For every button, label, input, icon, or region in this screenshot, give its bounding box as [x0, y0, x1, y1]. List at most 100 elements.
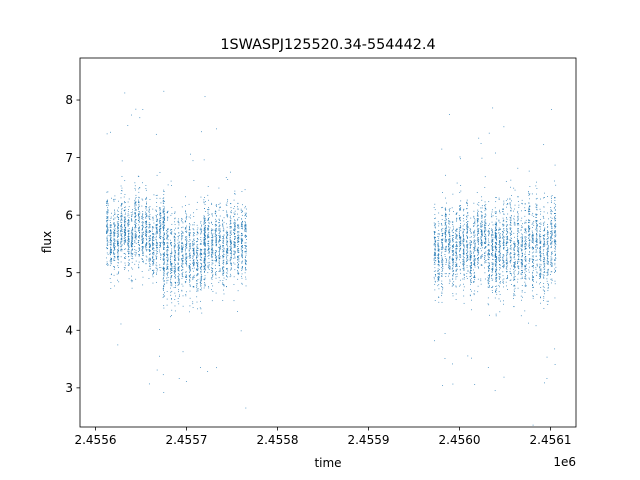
- data-point: [438, 278, 440, 280]
- data-point: [241, 223, 243, 225]
- data-point: [124, 264, 126, 266]
- data-point: [192, 250, 194, 252]
- data-point: [189, 268, 190, 269]
- data-point: [134, 199, 136, 201]
- data-point: [234, 193, 236, 195]
- data-point: [485, 240, 487, 242]
- data-point: [434, 254, 436, 256]
- data-point: [148, 232, 150, 233]
- data-point: [463, 262, 465, 264]
- data-point: [132, 228, 134, 230]
- data-point: [241, 277, 243, 279]
- data-point: [118, 243, 119, 244]
- data-point: [170, 228, 172, 230]
- data-point: [452, 245, 453, 246]
- data-point: [189, 243, 191, 245]
- data-point: [241, 266, 243, 268]
- data-point: [110, 224, 112, 226]
- data-point: [222, 273, 224, 275]
- data-point: [142, 222, 144, 224]
- data-point: [142, 251, 144, 253]
- data-point: [234, 222, 236, 224]
- data-point: [241, 273, 243, 275]
- data-point: [214, 229, 216, 231]
- data-point: [193, 233, 194, 235]
- data-point: [226, 226, 228, 228]
- data-point: [445, 273, 447, 275]
- data-point: [435, 275, 437, 277]
- data-point: [212, 251, 214, 253]
- data-point: [134, 213, 136, 215]
- data-point: [480, 283, 482, 285]
- data-point: [438, 249, 440, 251]
- data-point: [134, 237, 136, 238]
- data-point: [208, 226, 210, 228]
- data-point: [189, 266, 191, 268]
- data-point: [181, 247, 183, 249]
- data-point: [455, 261, 457, 263]
- data-point: [156, 242, 158, 244]
- data-point: [434, 267, 436, 269]
- data-point: [149, 266, 151, 267]
- data-point: [233, 230, 235, 231]
- data-point: [455, 255, 457, 257]
- data-point: [174, 252, 176, 254]
- data-point: [219, 255, 221, 257]
- data-point: [205, 201, 206, 203]
- data-point: [120, 211, 122, 213]
- data-point: [218, 252, 220, 254]
- data-point: [453, 211, 454, 212]
- data-point: [215, 250, 216, 252]
- data-point: [448, 218, 450, 219]
- data-point: [107, 265, 109, 266]
- data-point: [207, 262, 209, 264]
- data-point: [226, 286, 227, 288]
- data-point: [139, 212, 141, 214]
- data-point: [212, 260, 214, 262]
- data-point: [142, 252, 144, 254]
- data-point: [204, 277, 206, 279]
- data-point: [456, 228, 458, 230]
- data-point: [481, 230, 483, 232]
- data-point: [138, 264, 139, 266]
- data-point: [152, 241, 153, 243]
- data-point: [207, 249, 209, 251]
- data-point: [185, 211, 186, 213]
- data-point: [184, 227, 186, 229]
- data-point: [170, 243, 171, 244]
- data-point: [237, 238, 238, 239]
- data-point: [181, 206, 183, 208]
- data-point: [186, 258, 188, 260]
- data-point: [118, 219, 120, 220]
- data-point: [227, 252, 229, 254]
- data-point: [462, 241, 464, 243]
- data-point: [184, 220, 186, 222]
- data-point: [481, 220, 483, 222]
- data-point: [196, 285, 198, 287]
- data-point: [110, 222, 111, 223]
- data-point: [145, 211, 146, 213]
- data-point: [152, 216, 154, 218]
- data-point: [170, 276, 172, 278]
- data-point: [473, 248, 475, 250]
- data-point: [167, 275, 168, 277]
- data-point: [463, 263, 465, 265]
- data-point: [237, 227, 238, 229]
- data-point: [210, 248, 212, 250]
- data-point: [448, 258, 450, 260]
- data-point: [192, 244, 194, 246]
- data-point: [204, 259, 206, 260]
- data-point: [170, 273, 171, 274]
- data-point: [459, 236, 461, 238]
- data-point: [222, 240, 224, 241]
- data-point: [196, 247, 198, 249]
- data-point: [189, 272, 190, 273]
- data-point: [131, 114, 132, 116]
- data-point: [175, 263, 176, 265]
- data-point: [189, 234, 191, 236]
- data-point: [444, 238, 446, 240]
- data-point: [134, 249, 136, 250]
- data-point: [462, 249, 464, 250]
- data-point: [459, 192, 461, 193]
- data-point: [120, 217, 122, 219]
